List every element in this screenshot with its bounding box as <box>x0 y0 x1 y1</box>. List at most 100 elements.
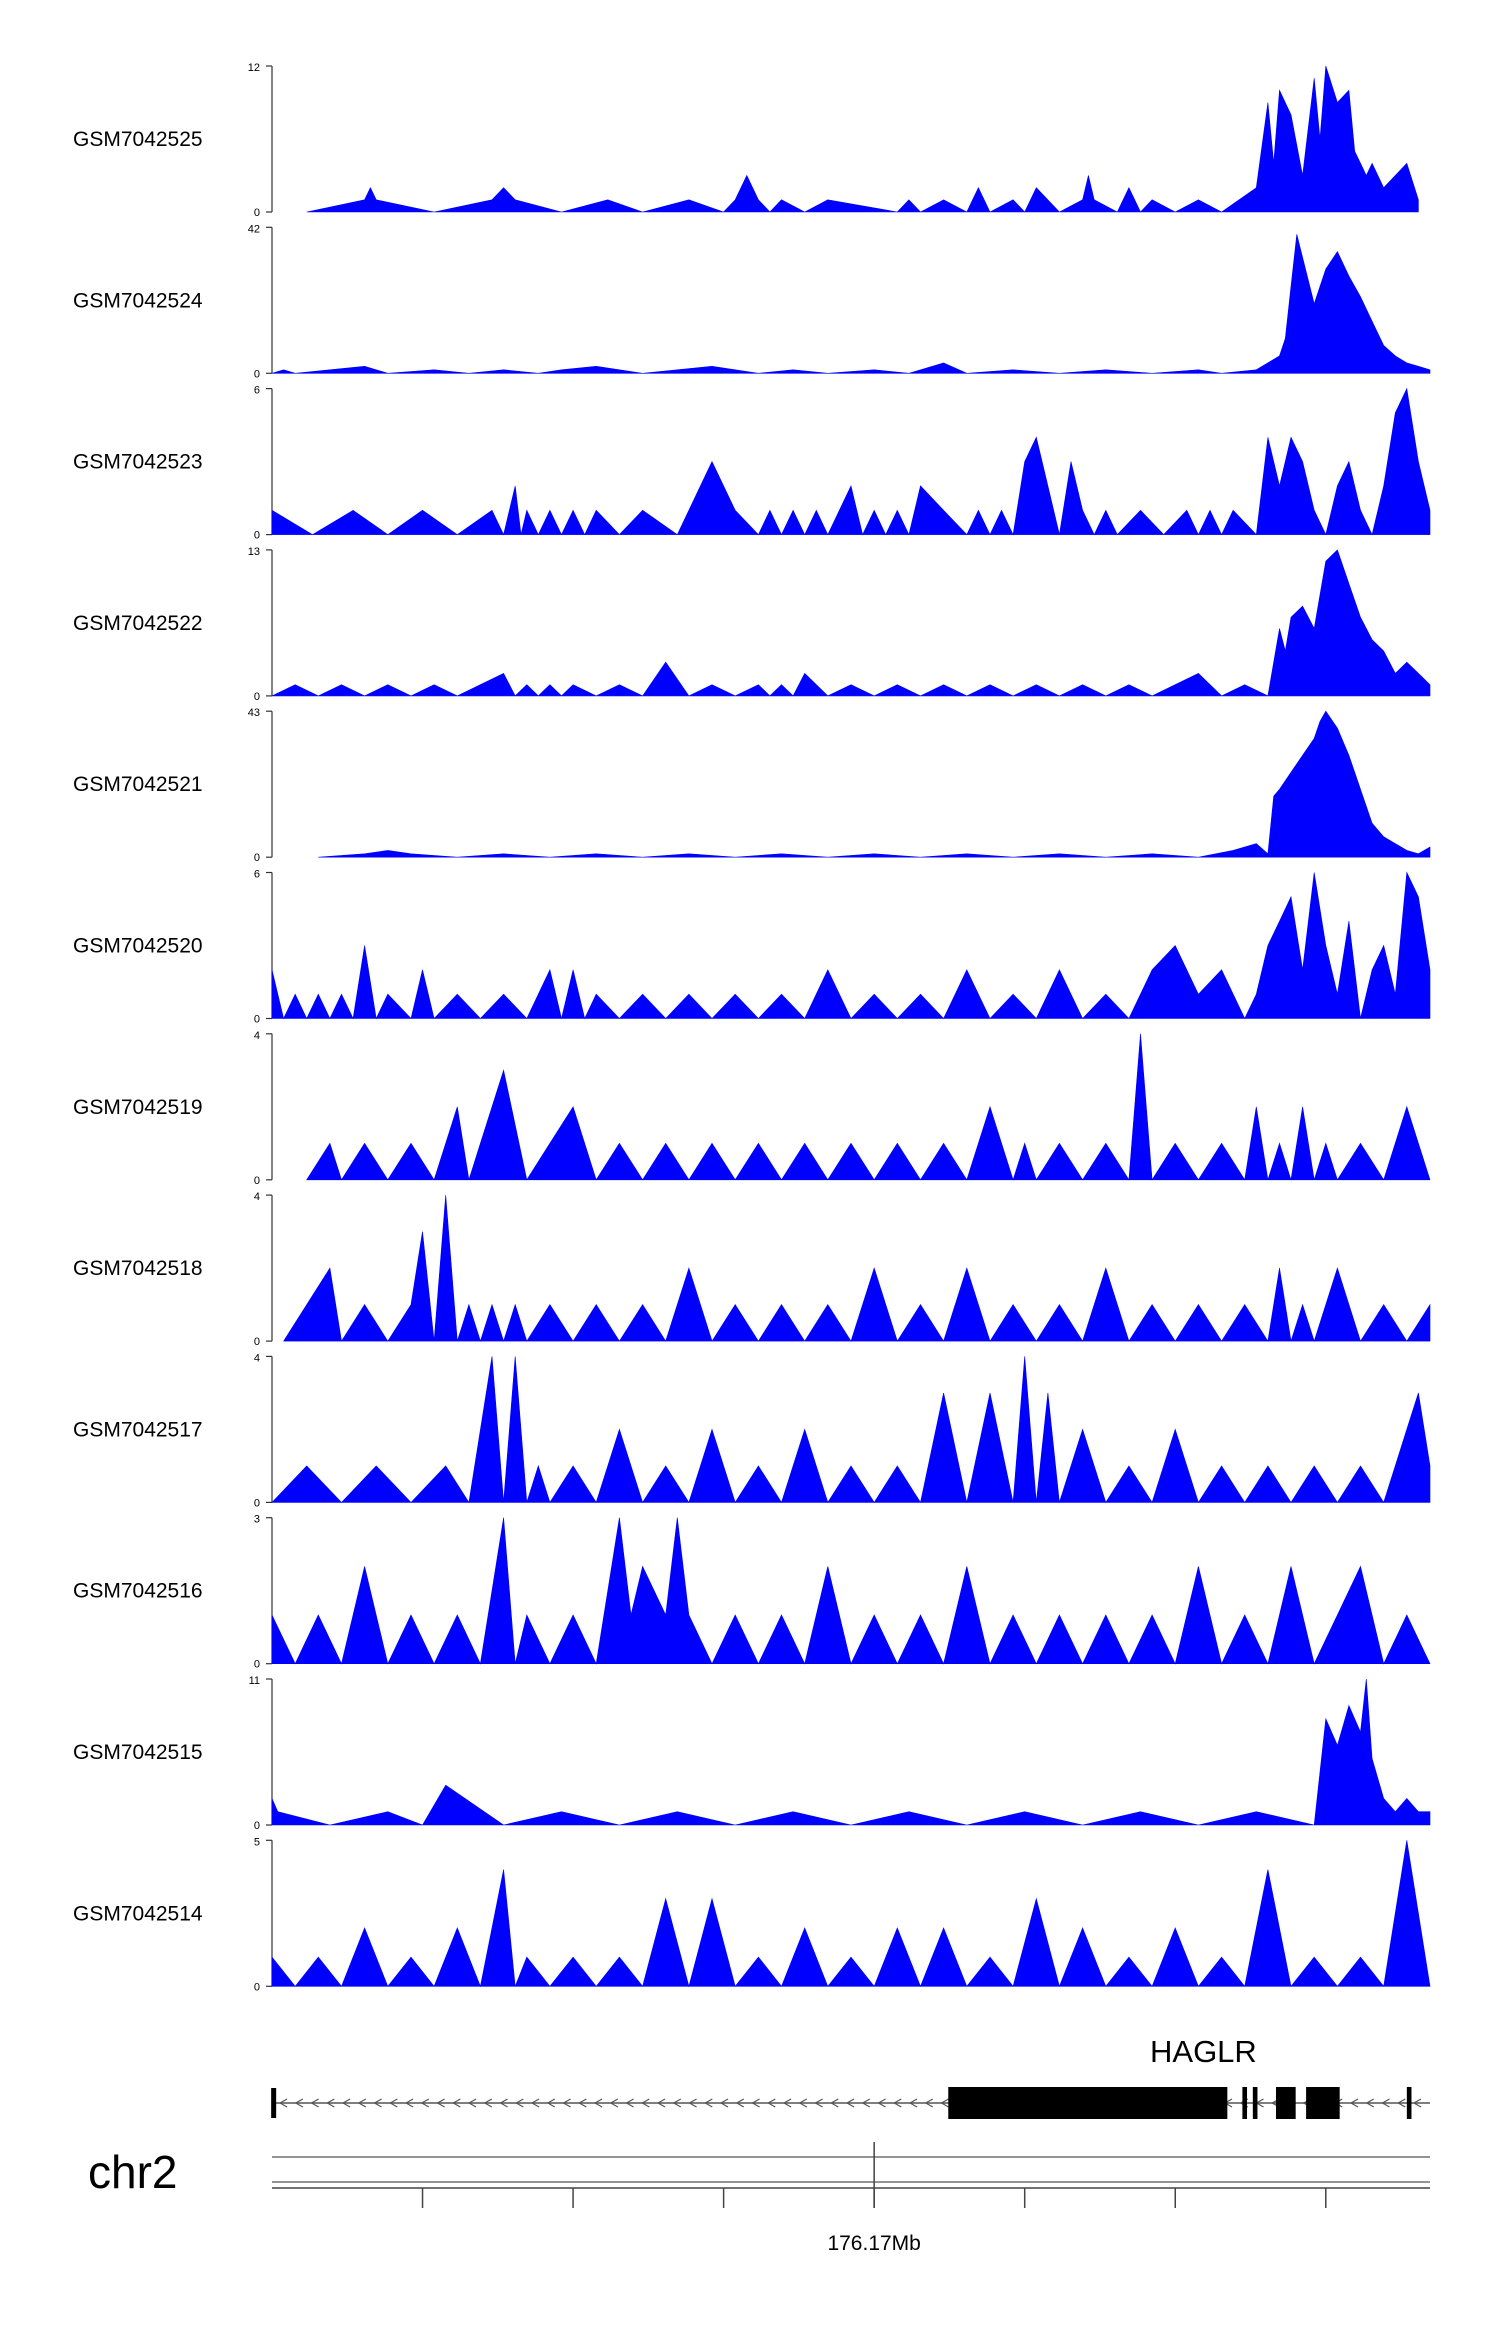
strand-arrow <box>609 2098 619 2108</box>
strand-arrow <box>877 2098 886 2108</box>
gene-exon <box>948 2087 1228 2119</box>
track-GSM7042516: GSM7042516 3 0 <box>73 1514 1431 1671</box>
track-GSM7042523: GSM7042523 6 0 <box>73 385 1431 542</box>
track-label: GSM7042520 <box>73 935 203 958</box>
y-min-label: 0 <box>254 1497 260 1509</box>
strand-arrow <box>1349 2098 1359 2108</box>
strand-arrow <box>625 2098 634 2108</box>
signal-area <box>306 65 1419 213</box>
track-label: GSM7042523 <box>73 451 203 474</box>
strand-arrow <box>436 2098 445 2108</box>
strand-arrow <box>782 2098 792 2108</box>
strand-arrow <box>593 2098 603 2108</box>
track-label: GSM7042519 <box>73 1096 203 1119</box>
strand-arrow <box>845 2098 855 2108</box>
track-GSM7042520: GSM7042520 6 0 <box>73 869 1431 1026</box>
strand-arrow <box>452 2098 461 2108</box>
strand-arrow <box>341 2098 351 2108</box>
y-max-label: 4 <box>254 1191 260 1203</box>
y-min-label: 0 <box>254 691 260 703</box>
strand-arrow <box>546 2098 556 2108</box>
track-GSM7042525: GSM7042525 12 0 <box>73 62 1419 219</box>
gene-name-label: HAGLR <box>1150 2034 1257 2069</box>
y-min-label: 0 <box>254 1014 260 1026</box>
strand-arrow <box>483 2098 493 2108</box>
track-GSM7042515: GSM7042515 11 0 <box>73 1675 1431 1832</box>
y-min-label: 0 <box>254 207 260 219</box>
strand-arrow <box>278 2098 288 2108</box>
signal-area <box>271 234 1431 374</box>
signal-area <box>306 1033 1431 1181</box>
y-min-label: 0 <box>254 1175 260 1187</box>
y-min-label: 0 <box>254 1659 260 1671</box>
y-min-label: 0 <box>254 852 260 864</box>
strand-arrow <box>562 2098 571 2108</box>
signal-area <box>271 1517 1431 1665</box>
strand-arrow <box>1412 2098 1422 2108</box>
signal-area <box>271 1356 1431 1504</box>
strand-arrow <box>467 2098 477 2108</box>
y-max-label: 12 <box>248 62 260 74</box>
strand-arrow <box>719 2098 729 2108</box>
track-label: GSM7042524 <box>73 289 203 312</box>
strand-arrow <box>751 2098 760 2108</box>
y-max-label: 3 <box>254 1514 260 1526</box>
gene-exon <box>1242 2087 1248 2119</box>
genome-axis-track: chr2 176.17Mb <box>88 2142 1430 2255</box>
gene-exon <box>1252 2087 1258 2119</box>
strand-arrow <box>373 2098 382 2108</box>
y-max-label: 4 <box>254 1030 260 1042</box>
strand-arrow <box>861 2098 871 2108</box>
strand-arrow <box>767 2098 776 2108</box>
signal-area <box>271 1678 1431 1826</box>
gene-start-marker <box>271 2088 277 2118</box>
track-GSM7042521: GSM7042521 43 0 <box>73 707 1431 864</box>
track-label: GSM7042521 <box>73 773 203 796</box>
strand-arrow <box>924 2098 934 2108</box>
strand-arrow <box>814 2098 823 2108</box>
track-GSM7042518: GSM7042518 4 0 <box>73 1191 1431 1348</box>
strand-arrow <box>389 2098 398 2108</box>
y-max-label: 42 <box>248 223 260 235</box>
strand-arrow <box>798 2098 808 2108</box>
y-min-label: 0 <box>254 1336 260 1348</box>
strand-arrow <box>420 2098 430 2108</box>
track-label: GSM7042525 <box>73 128 203 151</box>
y-max-label: 6 <box>254 385 260 397</box>
strand-arrow <box>326 2098 335 2108</box>
track-label: GSM7042517 <box>73 1418 203 1441</box>
signal-tracks: GSM7042525120GSM7042524420GSM704252360GS… <box>73 62 1431 1993</box>
strand-arrow <box>578 2098 587 2108</box>
y-max-label: 5 <box>254 1836 260 1848</box>
gene-model-track: HAGLR <box>271 2034 1430 2119</box>
track-label: GSM7042514 <box>73 1902 203 1925</box>
strand-arrow <box>656 2098 666 2108</box>
strand-arrow <box>704 2098 713 2108</box>
y-max-label: 6 <box>254 869 260 881</box>
signal-area <box>271 387 1431 536</box>
strand-arrow <box>310 2098 319 2108</box>
track-GSM7042522: GSM7042522 13 0 <box>73 546 1431 703</box>
gene-exon <box>1406 2087 1412 2119</box>
strand-arrow <box>893 2098 902 2108</box>
x-axis-coordinate-label: 176.17Mb <box>827 2232 920 2255</box>
strand-arrow <box>672 2098 682 2108</box>
strand-arrow <box>515 2098 524 2108</box>
strand-arrow <box>1397 2098 1406 2108</box>
strand-arrow <box>499 2098 508 2108</box>
strand-arrow <box>530 2098 540 2108</box>
strand-arrow <box>1365 2098 1375 2108</box>
track-label: GSM7042515 <box>73 1741 203 1764</box>
strand-arrow <box>1381 2098 1390 2108</box>
strand-arrow <box>908 2098 918 2108</box>
y-max-label: 43 <box>248 707 260 719</box>
strand-arrow <box>294 2098 304 2108</box>
signal-area <box>283 1195 1431 1343</box>
signal-area <box>271 549 1431 697</box>
strand-arrow <box>830 2098 839 2108</box>
gene-exon <box>1275 2087 1296 2119</box>
y-max-label: 11 <box>249 1675 260 1687</box>
track-GSM7042517: GSM7042517 4 0 <box>73 1352 1431 1509</box>
chromosome-label: chr2 <box>88 2146 177 2198</box>
